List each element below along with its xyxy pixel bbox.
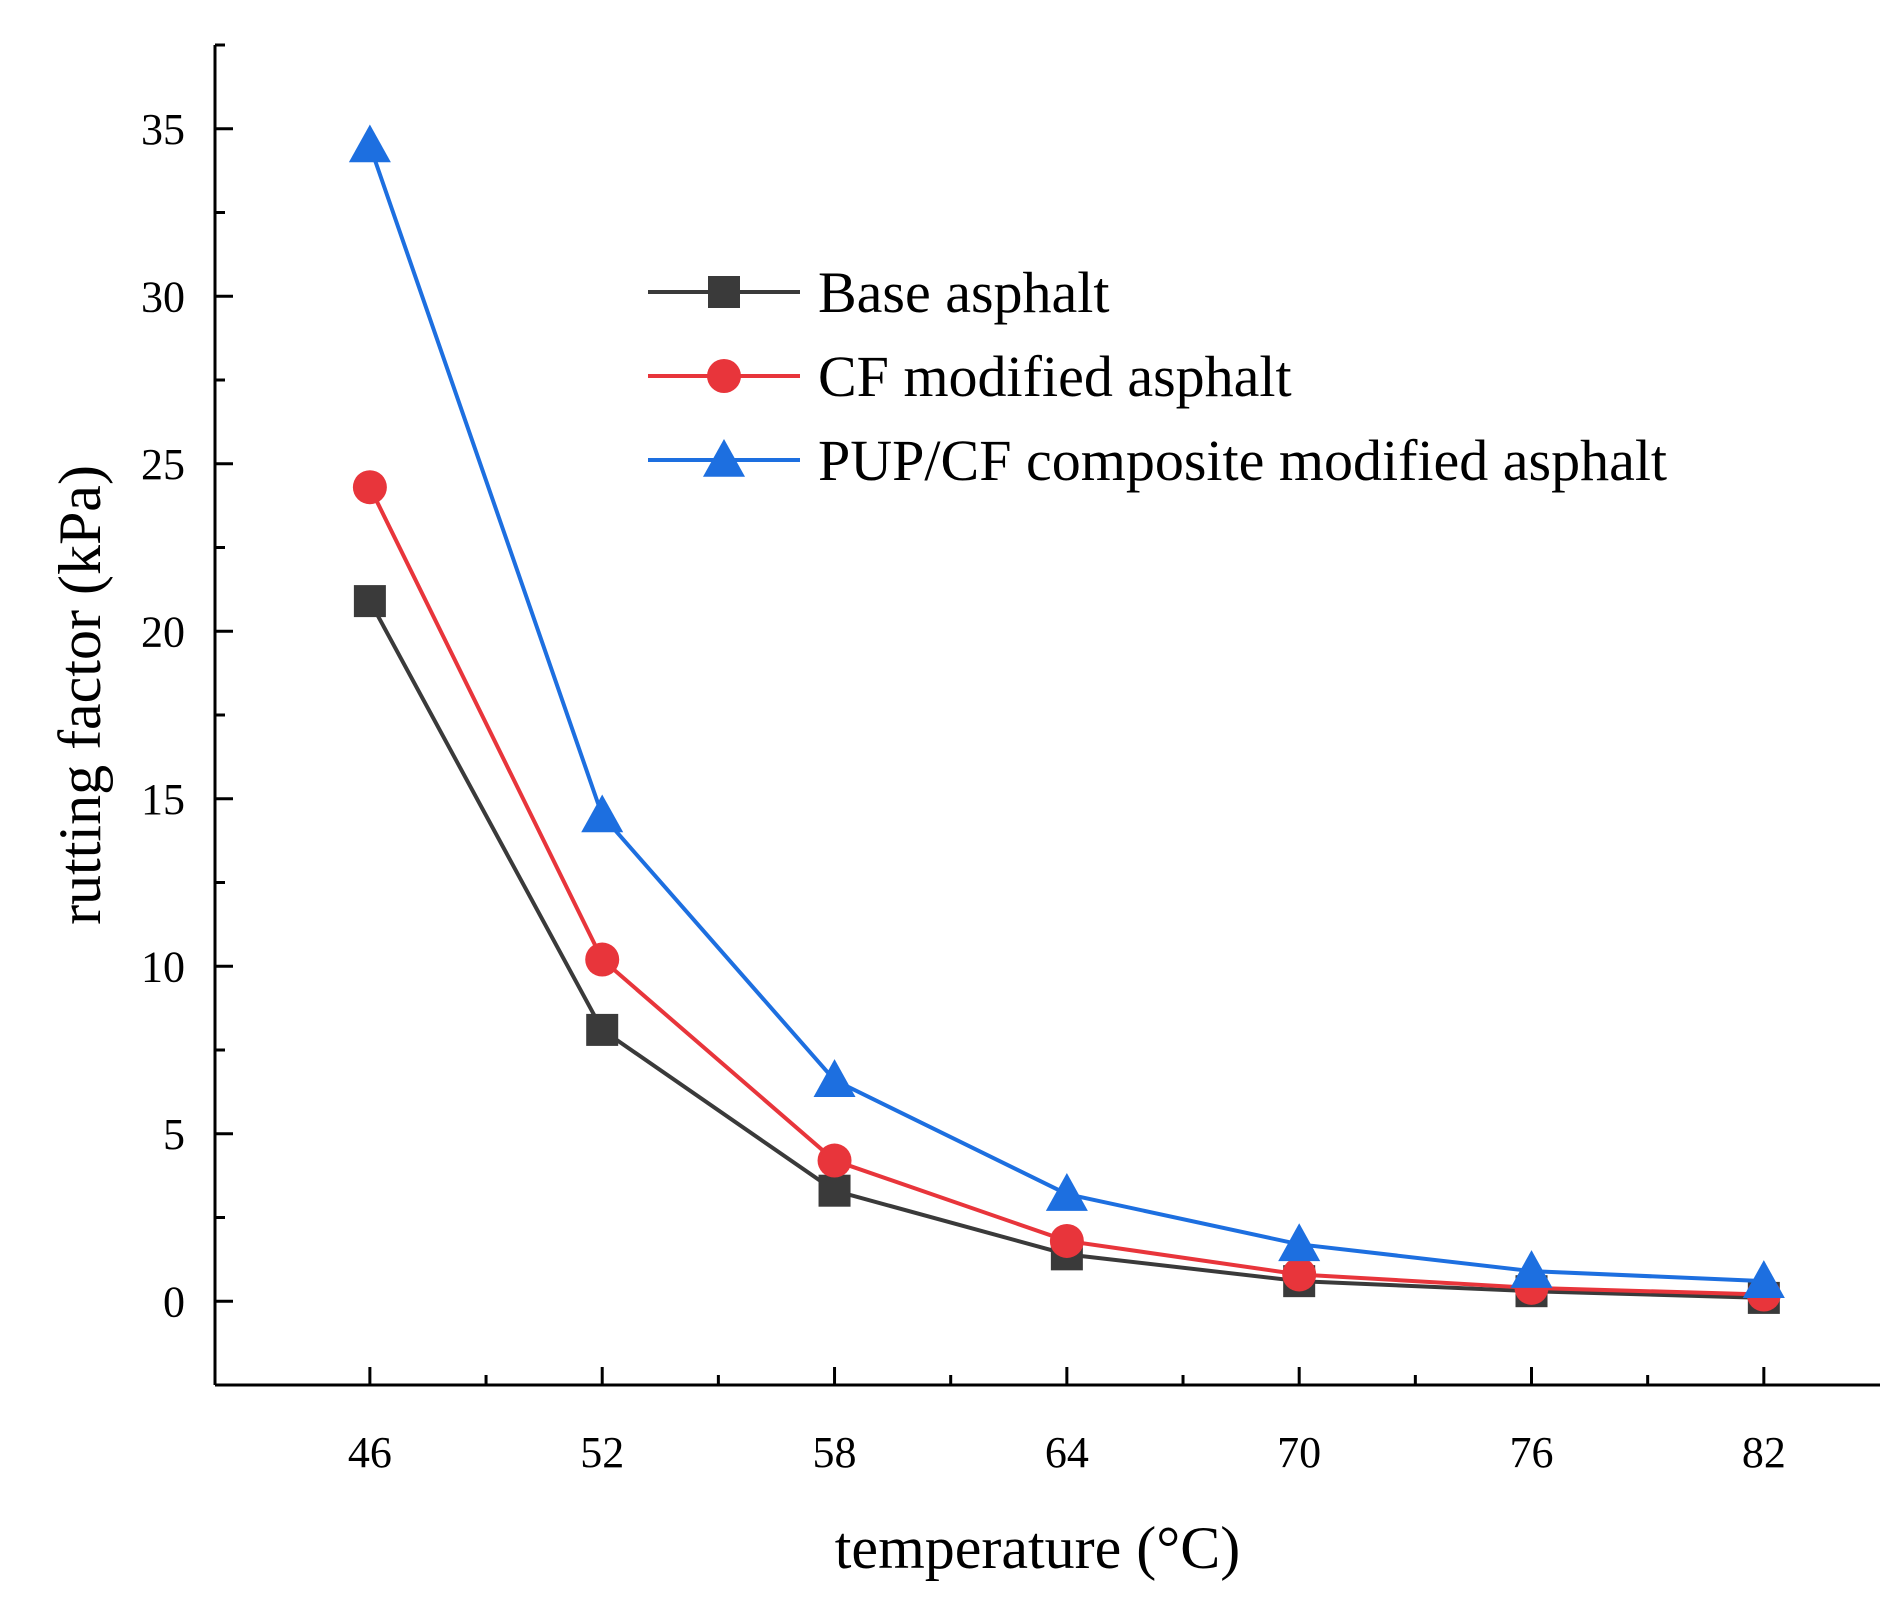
legend-label-cf-modified-asphalt: CF modified asphalt [818,344,1292,409]
data-point-cf-modified-asphalt [817,1143,852,1178]
y-tick-label: 5 [163,1110,185,1159]
data-point-cf-modified-asphalt [1282,1257,1317,1292]
data-point-pup-cf-composite-modified-asphalt [1278,1223,1321,1262]
y-axis-title: rutting factor (kPa) [47,465,113,925]
y-tick-label: 35 [141,105,185,154]
data-point-base-asphalt [818,1174,851,1207]
legend-label-pup-cf-composite-modified-asphalt: PUP/CF composite modified asphalt [818,428,1667,493]
data-point-pup-cf-composite-modified-asphalt [1742,1260,1785,1298]
y-tick-label: 0 [163,1277,185,1326]
data-point-pup-cf-composite-modified-asphalt [813,1059,856,1097]
y-tick-label: 20 [141,607,185,656]
data-point-cf-modified-asphalt [352,470,387,505]
data-point-pup-cf-composite-modified-asphalt [1045,1173,1088,1211]
y-tick-label: 10 [141,942,185,991]
data-point-base-asphalt [586,1013,619,1046]
y-tick-label: 25 [141,440,185,489]
x-tick-label: 58 [813,1428,857,1477]
x-tick-label: 82 [1742,1428,1786,1477]
data-point-pup-cf-composite-modified-asphalt [1510,1250,1553,1288]
data-point-pup-cf-composite-modified-asphalt [581,794,624,833]
x-axis-title: temperature (°C) [835,1515,1240,1581]
legend-marker-base-asphalt [708,276,740,308]
x-tick-label: 70 [1277,1428,1321,1477]
x-tick-label: 64 [1045,1428,1089,1477]
data-point-pup-cf-composite-modified-asphalt [348,124,391,163]
legend-marker-pup-cf-composite-modified-asphalt [703,439,745,477]
data-point-cf-modified-asphalt [585,942,620,977]
legend-marker-cf-modified-asphalt [707,359,741,393]
data-point-cf-modified-asphalt [1049,1223,1084,1258]
data-point-base-asphalt [353,585,386,618]
x-tick-label: 52 [580,1428,624,1477]
y-tick-label: 30 [141,272,185,321]
legend-label-base-asphalt: Base asphalt [818,260,1110,325]
x-tick-label: 76 [1510,1428,1554,1477]
y-tick-label: 15 [141,775,185,824]
x-tick-label: 46 [348,1428,392,1477]
